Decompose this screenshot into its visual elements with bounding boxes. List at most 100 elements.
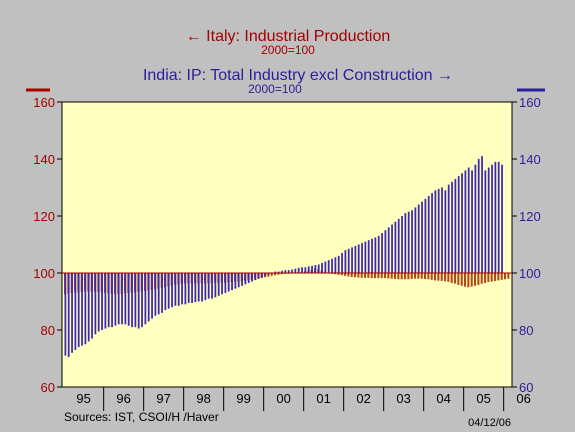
india-bar <box>287 270 290 273</box>
india-bar <box>331 258 333 273</box>
x-tick-label: 03 <box>396 391 410 406</box>
right-y-tick-label: 120 <box>519 209 541 224</box>
italy-bar <box>464 273 467 287</box>
india-bar <box>374 237 377 274</box>
india-bar <box>201 273 203 302</box>
india-bar <box>64 273 67 356</box>
india-bar <box>77 273 80 348</box>
right-y-tick-label: 100 <box>519 266 541 281</box>
india-bar <box>94 273 97 335</box>
italy-bar <box>390 273 393 279</box>
india-bar <box>397 218 400 273</box>
italy-bar <box>280 273 283 275</box>
india-bar <box>387 227 390 273</box>
india-bar <box>211 273 213 299</box>
india-bar <box>164 273 167 311</box>
india-bar <box>261 273 263 278</box>
india-bar <box>81 273 83 346</box>
india-bar <box>441 187 443 273</box>
india-bar <box>207 273 210 299</box>
italy-bar <box>347 273 350 277</box>
italy-bar <box>360 273 363 278</box>
italy-bar <box>270 273 273 276</box>
plot-area <box>61 101 513 388</box>
india-bar <box>464 170 467 273</box>
india-bar <box>421 201 423 273</box>
sources-note: Sources: IST, CSOI/H /Haver <box>64 410 219 424</box>
india-bar <box>251 273 253 282</box>
left-y-tick-label: 160 <box>33 95 55 110</box>
india-bars <box>64 156 503 358</box>
italy-bar <box>387 273 390 279</box>
x-axis: 95 96 97 98 99 00 01 02 03 04 05 06 <box>76 387 531 411</box>
india-bar <box>311 265 313 274</box>
india-bar <box>367 240 370 273</box>
india-bar <box>281 270 283 273</box>
x-tick-label: 01 <box>316 391 330 406</box>
india-bar <box>134 273 137 328</box>
india-bar <box>304 267 307 273</box>
india-bar <box>257 273 260 279</box>
india-bar <box>97 273 100 332</box>
india-bar <box>434 190 437 273</box>
india-title-text: India: IP: Total Industry excl Construct… <box>143 67 433 84</box>
india-bar <box>161 273 163 313</box>
india-bar <box>354 245 357 273</box>
italy-bar <box>414 273 417 279</box>
india-bar <box>484 170 487 273</box>
india-bar <box>241 273 243 286</box>
india-bar <box>111 273 113 328</box>
india-bar <box>424 198 427 273</box>
italy-bar <box>427 273 430 280</box>
india-bar <box>87 273 90 342</box>
india-bar <box>471 170 473 273</box>
india-bar <box>394 221 397 273</box>
italy-bar <box>377 273 380 279</box>
india-bar <box>167 273 170 309</box>
india-base: 2000=100 <box>248 82 302 96</box>
india-bar <box>344 250 347 273</box>
india-bar <box>461 173 463 273</box>
india-bar <box>121 273 123 325</box>
left-y-tick-label: 140 <box>33 152 55 167</box>
india-bar <box>487 167 490 273</box>
india-bar <box>347 248 350 273</box>
italy-bar <box>410 273 413 279</box>
india-bar <box>377 235 380 273</box>
italy-bar <box>397 273 400 280</box>
x-tick-label: 95 <box>76 391 90 406</box>
india-bar <box>451 181 453 273</box>
italy-bar <box>430 273 433 280</box>
india-bar <box>481 156 483 273</box>
india-bar <box>437 188 440 273</box>
right-y-tick-label: 140 <box>519 152 541 167</box>
india-bar <box>361 243 363 273</box>
left-y-axis: 60 80 100 120 140 160 <box>33 95 62 395</box>
left-y-tick-label: 60 <box>41 380 55 395</box>
india-bar <box>221 273 223 295</box>
italy-bar <box>497 273 500 281</box>
italy-arrow: ← <box>186 28 202 45</box>
india-bar <box>321 263 323 273</box>
italy-bar <box>460 273 463 286</box>
india-bar <box>74 273 77 350</box>
india-bar <box>364 241 367 273</box>
italy-bar <box>367 273 370 278</box>
india-bar <box>414 207 417 273</box>
india-bar <box>381 233 383 273</box>
india-bar <box>71 273 73 353</box>
italy-bar <box>480 273 483 284</box>
india-bar <box>181 273 183 305</box>
italy-bar <box>437 273 440 281</box>
x-tick-label: 02 <box>356 391 370 406</box>
italy-bar <box>407 273 410 280</box>
italy-bar <box>434 273 437 281</box>
india-bar <box>104 273 107 329</box>
italy-bar <box>447 273 450 282</box>
india-bar <box>151 273 153 319</box>
italy-bar <box>267 273 270 277</box>
italy-bar <box>494 273 497 281</box>
india-bar <box>124 273 127 325</box>
left-y-tick-label: 120 <box>33 209 55 224</box>
